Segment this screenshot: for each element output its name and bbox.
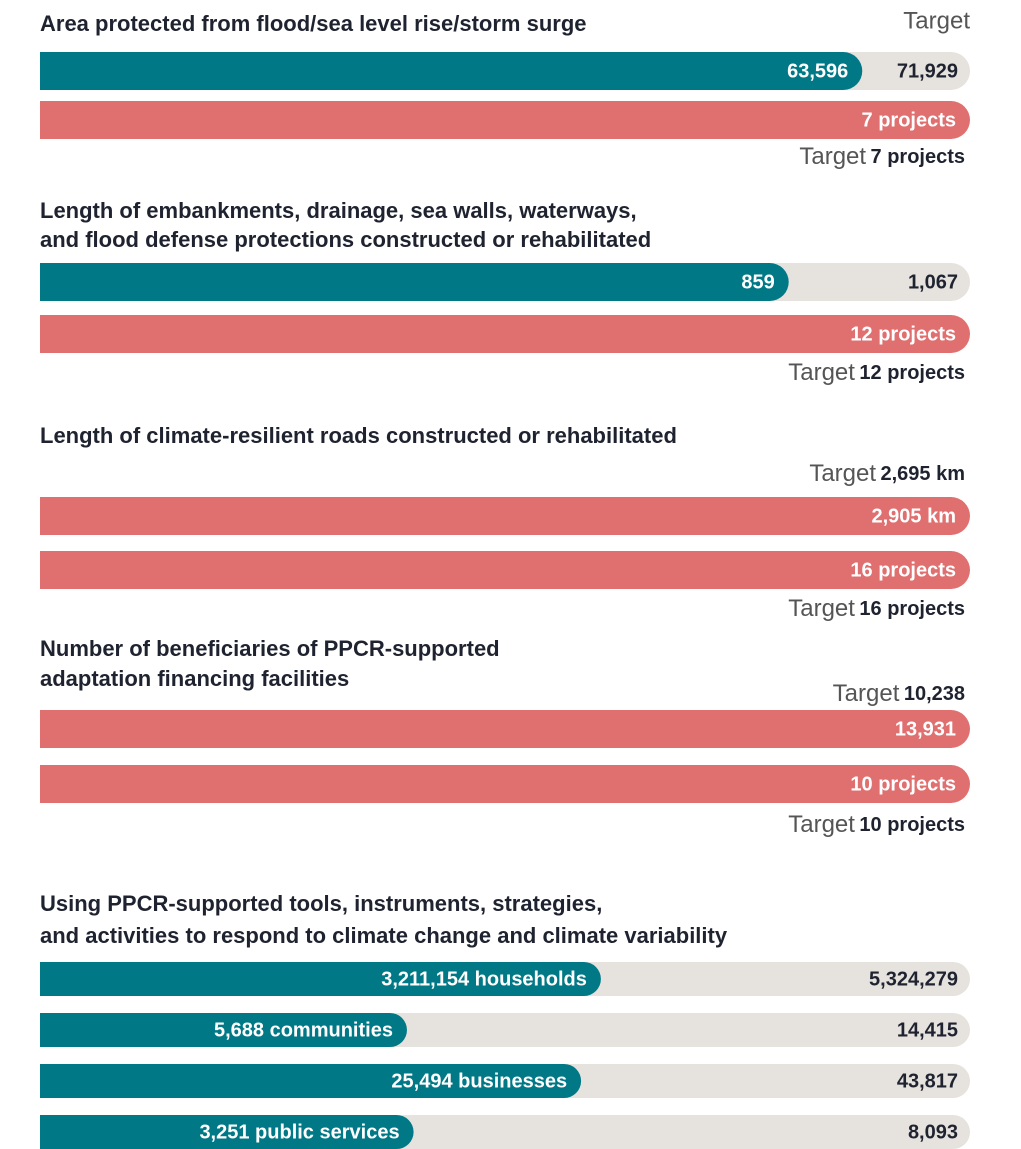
target-label: 1,067 xyxy=(908,271,958,293)
target-value: 12 projects xyxy=(859,362,965,384)
bar-label: 16 projects xyxy=(850,559,956,581)
bar-label: 7 projects xyxy=(862,109,956,131)
target-word: Target xyxy=(788,359,855,386)
target-line: Target 16 projects xyxy=(788,595,965,622)
target-heading: Target xyxy=(903,7,970,34)
progress-label: 5,688 communities xyxy=(214,1019,393,1041)
achieved-bar xyxy=(40,710,970,748)
bar-label: 2,905 km xyxy=(871,505,956,527)
section-title: Area protected from flood/sea level rise… xyxy=(40,11,587,36)
target-value: 16 projects xyxy=(859,598,965,620)
progress-bar xyxy=(40,1013,407,1047)
progress-bar xyxy=(40,1064,582,1098)
progress-bar xyxy=(40,1115,414,1149)
bar-label: 13,931 xyxy=(895,718,956,740)
section-title: Number of beneficiaries of PPCR-supporte… xyxy=(40,636,500,661)
target-line: Target 10,238 xyxy=(833,680,965,707)
target-line: Target 10 projects xyxy=(788,811,965,838)
target-word: Target xyxy=(788,811,855,838)
section-title: Length of embankments, drainage, sea wal… xyxy=(40,198,637,223)
achieved-bar xyxy=(40,765,970,803)
target-word: Target xyxy=(833,680,900,707)
target-label: 5,324,279 xyxy=(869,968,958,990)
achieved-bar xyxy=(40,315,970,353)
target-value: 7 projects xyxy=(871,146,965,168)
section-title: and activities to respond to climate cha… xyxy=(40,923,728,948)
target-label: 8,093 xyxy=(908,1121,958,1143)
target-word: Target xyxy=(788,595,855,622)
target-label: 14,415 xyxy=(897,1019,958,1041)
target-value: 10 projects xyxy=(859,814,965,836)
achieved-bar xyxy=(40,497,970,535)
target-word: Target xyxy=(799,143,866,170)
achieved-bar xyxy=(40,551,970,589)
section-title: and flood defense protections constructe… xyxy=(40,227,651,252)
target-line: Target 2,695 km xyxy=(809,460,965,487)
target-value: 10,238 xyxy=(904,683,965,705)
progress-label: 3,251 public services xyxy=(199,1121,399,1143)
progress-bar xyxy=(40,962,601,996)
progress-label: 25,494 businesses xyxy=(391,1070,567,1092)
target-label: 71,929 xyxy=(897,60,958,82)
progress-label: 3,211,154 households xyxy=(381,968,587,990)
target-value: 2,695 km xyxy=(880,463,965,485)
progress-bar xyxy=(40,52,863,90)
target-line: Target 12 projects xyxy=(788,359,965,386)
bar-label: 12 projects xyxy=(850,323,956,345)
bar-label: 10 projects xyxy=(850,773,956,795)
target-line: Target 7 projects xyxy=(799,143,965,170)
achieved-bar xyxy=(40,101,970,139)
target-label: 43,817 xyxy=(897,1070,958,1092)
progress-label: 859 xyxy=(741,271,774,293)
progress-label: 63,596 xyxy=(787,60,848,82)
target-word: Target xyxy=(809,460,876,487)
section-title: adaptation financing facilities xyxy=(40,666,349,691)
progress-bar xyxy=(40,263,789,301)
section-title: Using PPCR-supported tools, instruments,… xyxy=(40,891,602,916)
section-title: Length of climate-resilient roads constr… xyxy=(40,423,677,448)
